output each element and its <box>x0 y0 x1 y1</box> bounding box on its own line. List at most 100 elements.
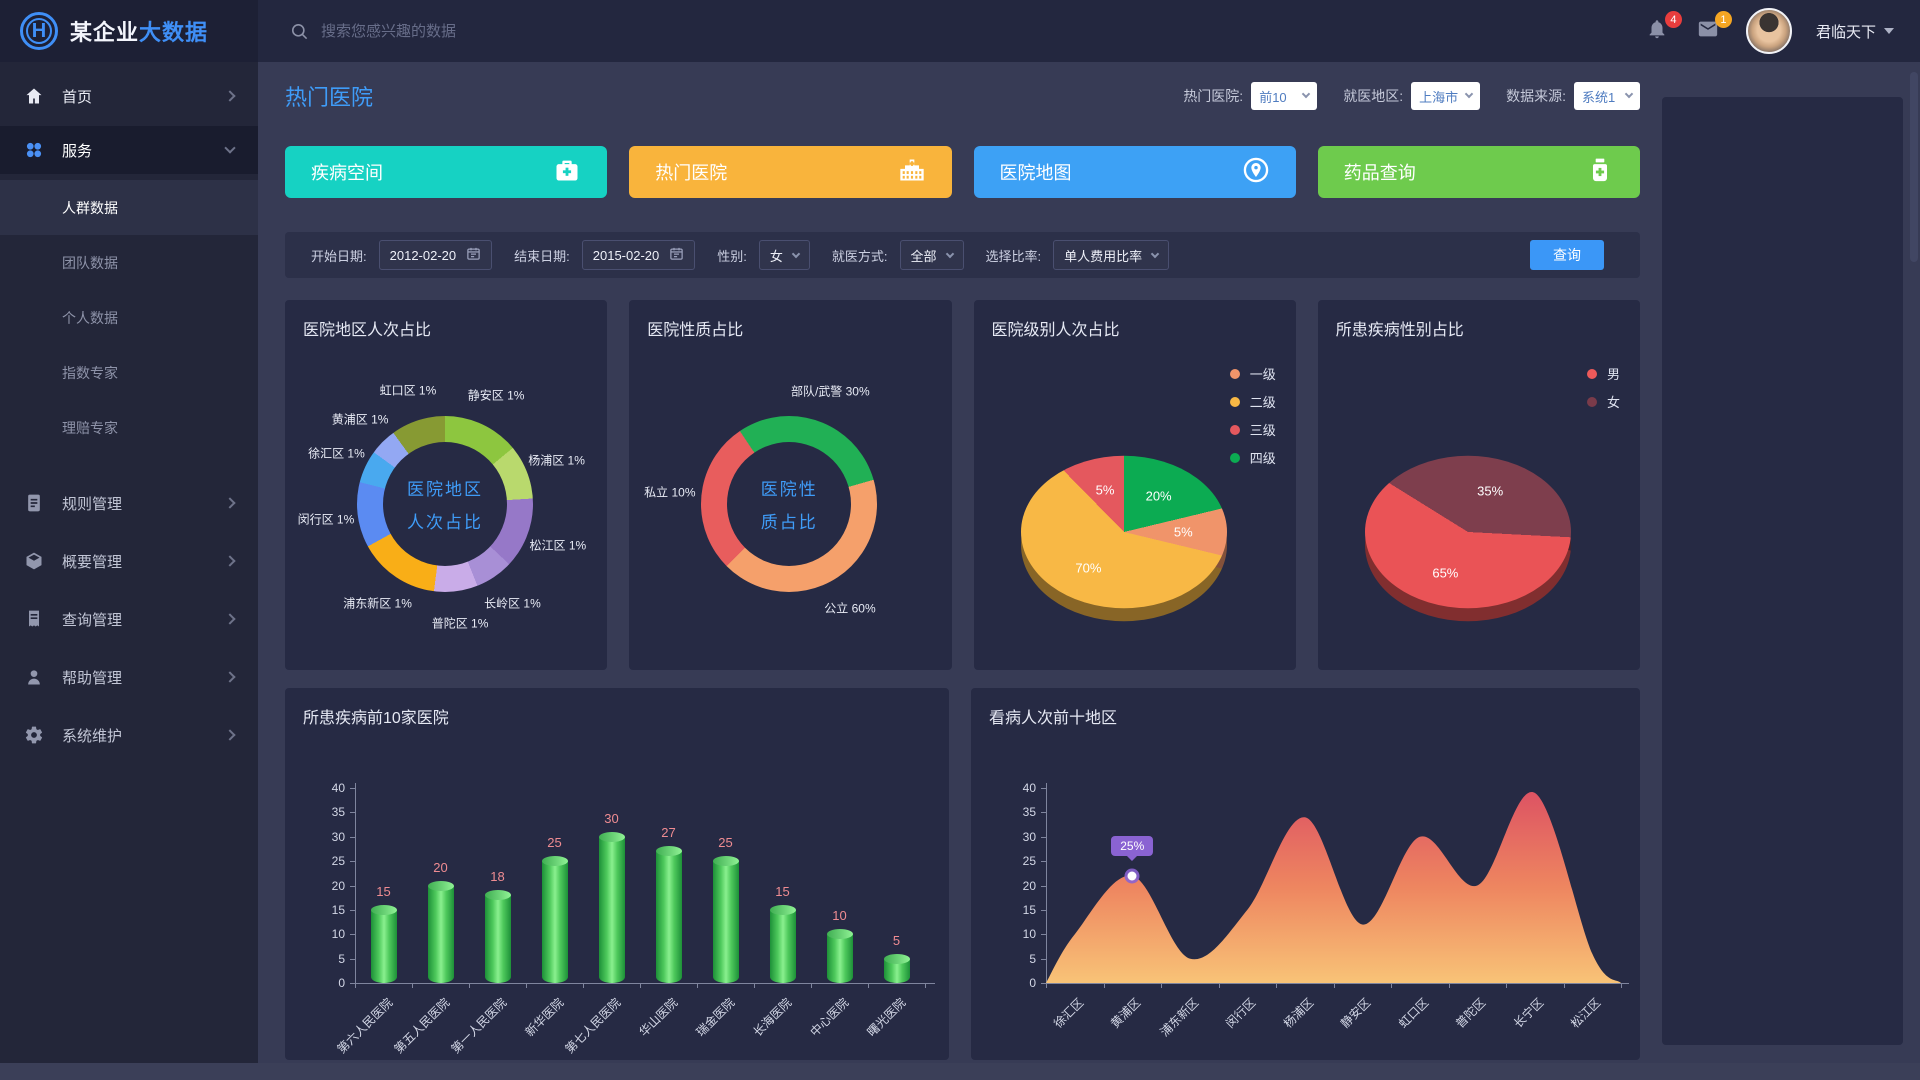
donut-center-text: 医院地区 <box>407 480 483 499</box>
map-pin-icon <box>1242 156 1270 189</box>
action-button-hot-hospitals[interactable]: 热门医院 <box>629 146 952 198</box>
slice-label: 松江区 1% <box>529 538 587 553</box>
bar <box>712 856 739 983</box>
donut-center: 医院地区 人次占比 <box>383 442 507 566</box>
bar-value-label: 5 <box>892 932 901 948</box>
action-button-drug-query[interactable]: 药品查询 <box>1317 146 1640 198</box>
chevron-down-icon <box>1624 89 1634 99</box>
y-axis <box>1046 783 1047 983</box>
legend-item[interactable]: 四级 <box>1229 448 1276 467</box>
avatar[interactable] <box>1745 8 1792 54</box>
sidebar-item-home[interactable]: 首页 <box>0 72 258 120</box>
bar-value-label: 30 <box>604 810 619 826</box>
y-tick <box>350 812 355 814</box>
y-tick-label: 30 <box>1022 829 1036 844</box>
filter-bar: 开始日期: 2012-02-20 结束日期: 2015-02-20 性别: 女 就医方式: 全… <box>285 232 1640 278</box>
sidebar-item-label: 规则管理 <box>62 495 123 513</box>
charts-row-1: 医院地区人次占比 医院地区 人次占比 静安区 1% 杨浦区 1% 松江区 1% 长岭区 1%… <box>285 300 1640 670</box>
y-tick <box>1041 885 1046 887</box>
header-filter-hot-hospital: 热门医院: 前10 <box>1183 82 1318 110</box>
select-hot-hospital[interactable]: 前10 <box>1251 82 1318 110</box>
legend-item[interactable]: 三级 <box>1229 420 1276 439</box>
sidebar-item-query[interactable]: 查询管理 <box>0 595 258 643</box>
bar <box>655 846 682 983</box>
slice-label: 长岭区 1% <box>484 596 541 611</box>
sidebar-item-help[interactable]: 帮助管理 <box>0 653 258 701</box>
brand-logo-icon: H <box>20 12 58 50</box>
chart-legend: 男女 <box>1586 364 1620 411</box>
select-gender[interactable]: 女 <box>758 240 810 270</box>
calendar-icon <box>466 246 481 264</box>
query-button[interactable]: 查询 <box>1530 240 1604 270</box>
slice-percent-label: 70% <box>1075 560 1102 576</box>
action-button-label: 药品查询 <box>1343 163 1416 183</box>
action-button-disease-space[interactable]: 疾病空间 <box>285 146 608 198</box>
chevron-down-icon <box>1301 89 1311 99</box>
topbar: H 某企业大数据 4 1 君临天下 <box>0 0 1920 62</box>
y-tick-label: 0 <box>338 976 345 990</box>
select-region[interactable]: 上海市 <box>1411 82 1481 110</box>
y-tick-label: 40 <box>1022 781 1036 795</box>
select-ratio[interactable]: 单人费用比率 <box>1053 240 1170 270</box>
date-input-start-date[interactable]: 2012-02-20 <box>378 240 493 270</box>
page-title: 热门医院 <box>285 85 374 110</box>
sidebar-subitem-index-expert[interactable]: 指数专家 <box>62 364 118 381</box>
chevron-down-icon <box>1150 249 1160 258</box>
bar-value-label: 15 <box>775 883 790 899</box>
search-input[interactable] <box>321 22 741 40</box>
chart-card-6: 看病人次前十地区 0 5 10 15 20 25 30 35 40 徐汇区 黄浦区 浦东新区 闵行区 杨浦区… <box>971 688 1640 1060</box>
y-tick-label: 0 <box>1029 976 1036 990</box>
bottom-strip <box>0 1063 1920 1080</box>
bar-value-label: 10 <box>832 908 847 924</box>
brand-logo[interactable]: H 某企业大数据 <box>0 0 258 62</box>
document-icon <box>24 493 44 513</box>
sidebar-item-system[interactable]: 系统维护 <box>0 711 258 759</box>
sidebar-item-label: 系统维护 <box>62 727 123 745</box>
x-tick <box>1103 983 1105 988</box>
search-icon <box>291 23 308 39</box>
y-tick-label: 5 <box>338 951 345 966</box>
y-tick-label: 10 <box>1022 927 1036 942</box>
sidebar-subitem-claims-expert[interactable]: 理赔专家 <box>62 419 118 436</box>
date-input-end-date[interactable]: 2015-02-20 <box>581 240 696 270</box>
filter-label: 数据来源: <box>1506 88 1566 104</box>
sidebar-subitem-personal-data[interactable]: 个人数据 <box>62 309 118 326</box>
notifications-button[interactable]: 4 <box>1646 11 1682 44</box>
scrollbar[interactable] <box>1910 72 1918 262</box>
sidebar-item-summary[interactable]: 概要管理 <box>0 537 258 585</box>
x-tick <box>925 983 926 988</box>
slice-label: 普陀区 1% <box>431 616 489 631</box>
legend-item[interactable]: 男 <box>1586 364 1620 383</box>
action-button-hospital-map[interactable]: 医院地图 <box>973 146 1296 198</box>
envelope-icon <box>1698 21 1718 37</box>
sidebar-subitem-crowd-data[interactable]: 人群数据 <box>0 180 258 235</box>
chart-title: 医院性质占比 <box>647 322 744 339</box>
area-chart <box>1046 791 1621 983</box>
chart-card-4: 所患疾病性别占比 35% 65% 男女 <box>1317 300 1640 670</box>
data-point-dot <box>1127 871 1137 881</box>
chart-title: 医院地区人次占比 <box>303 322 432 339</box>
chevron-right-icon <box>224 671 236 683</box>
select-data-source[interactable]: 系统1 <box>1574 82 1640 110</box>
header-filters: 热门医院: 前10 就医地区: 上海市 数据来源: 系统1 <box>1183 82 1640 110</box>
field-value: 2012-02-20 <box>389 247 457 263</box>
legend-item[interactable]: 女 <box>1586 392 1620 411</box>
filter-label: 热门医院: <box>1183 88 1244 104</box>
filter-field-label: 开始日期: <box>311 248 367 264</box>
sidebar-item-services[interactable]: 服务 <box>0 126 258 174</box>
donut-center: 医院性 质占比 <box>727 442 852 566</box>
sidebar-subitem-team-data[interactable]: 团队数据 <box>62 254 118 271</box>
field-value: 2015-02-20 <box>592 247 660 263</box>
legend-item[interactable]: 一级 <box>1229 364 1276 383</box>
chart-card-3: 医院级别人次占比 20% 5% 70% 5% 一级 二级 三级 四级 <box>973 300 1296 670</box>
messages-button[interactable]: 1 <box>1696 11 1732 44</box>
legend-item[interactable]: 二级 <box>1229 392 1276 411</box>
select-visit-type[interactable]: 全部 <box>899 240 964 270</box>
bar <box>370 904 397 983</box>
bar <box>541 856 568 983</box>
x-tick <box>868 983 869 988</box>
user-menu[interactable]: 君临天下 <box>1816 21 1894 42</box>
chevron-right-icon <box>224 497 236 509</box>
sidebar-item-rules[interactable]: 规则管理 <box>0 479 258 527</box>
slice-label: 徐汇区 1% <box>308 446 365 461</box>
